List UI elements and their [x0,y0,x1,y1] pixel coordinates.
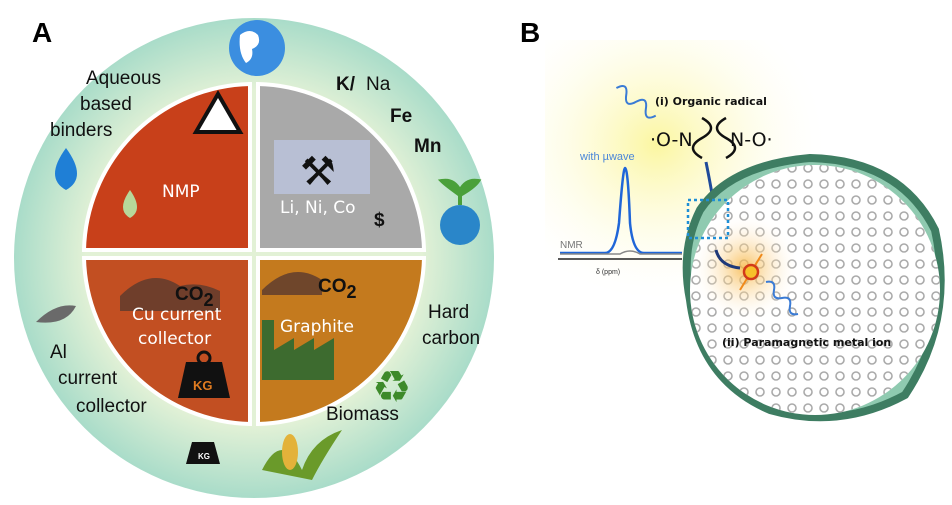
metal-ion-icon [742,263,760,281]
nmr-spectrum [560,250,682,255]
globe-icon [229,20,285,76]
svg-text:KG: KG [193,378,213,393]
microwave-icon [615,85,657,119]
nmr-x-label: δ (ppm) [596,269,620,276]
al-label-2: current [58,368,118,389]
nmr-label: NMR [560,240,583,251]
toxic-hazard-icon [192,90,244,134]
hard-carbon-label-1: Hard [428,302,469,323]
radical-right: N-O· [730,129,773,151]
quadrant-graphite: CO2 Graphite [256,256,427,427]
green-earth-icon [440,205,480,245]
recycle-icon: ♻ [372,363,411,412]
panel-b-label: B [520,17,540,48]
nmr-spectrum-microwave [560,166,682,255]
aqueous-label-2: based [80,94,132,115]
smoke-icon [262,272,322,295]
quadrant-nmp: NMP [81,81,252,252]
water-drop-icon [55,148,77,190]
smoke-icon [36,305,76,323]
quadrant-cu-collector: CO2 Cu current collector KG [81,256,252,427]
graphite-label: Graphite [280,317,354,337]
mining-icon [274,140,370,194]
fe-label: Fe [390,106,412,127]
radical-left: ·O-N [650,129,693,151]
na-label: Na [366,74,391,95]
panel-a-label: A [32,17,52,48]
nmp-label: NMP [162,182,200,202]
al-label-3: collector [76,396,147,417]
quadrant-metals: ⚒ Li, Ni, Co $ [256,81,427,252]
zoom-box [686,198,730,240]
mn-label: Mn [414,136,441,157]
smoke-icon [120,278,220,311]
metals-label: Li, Ni, Co [280,198,356,218]
cu-label-2: collector [138,329,211,349]
k-label: K/ [336,74,356,95]
weight-icon [186,442,220,464]
aqueous-label-3: binders [50,120,112,141]
al-label-1: Al [50,342,67,363]
co2-label: CO2 [318,276,357,302]
arrow [714,249,741,270]
organic-radical-label: (i) Organic radical [655,95,767,108]
aqueous-label-1: Aqueous [86,68,161,89]
co2-label: CO2 [175,284,214,310]
radical-linker [691,116,737,160]
crops-icon [262,430,342,480]
hard-carbon-label-2: carbon [422,328,480,349]
factory-icon [262,320,334,380]
mining-glyph: ⚒ [300,150,336,194]
microwave-label: with µwave [579,151,635,163]
droplet-icon [123,190,137,218]
cu-label-1: Cu current [132,305,222,325]
paramagnetic-label: (ii) Paramagnetic metal ion [722,336,891,349]
microwave-icon [765,280,799,316]
particle [682,153,945,422]
svg-text:KG: KG [198,452,210,461]
weight-icon [178,362,230,398]
cost-label: $ [374,210,385,231]
biomass-label: Biomass [326,404,399,425]
